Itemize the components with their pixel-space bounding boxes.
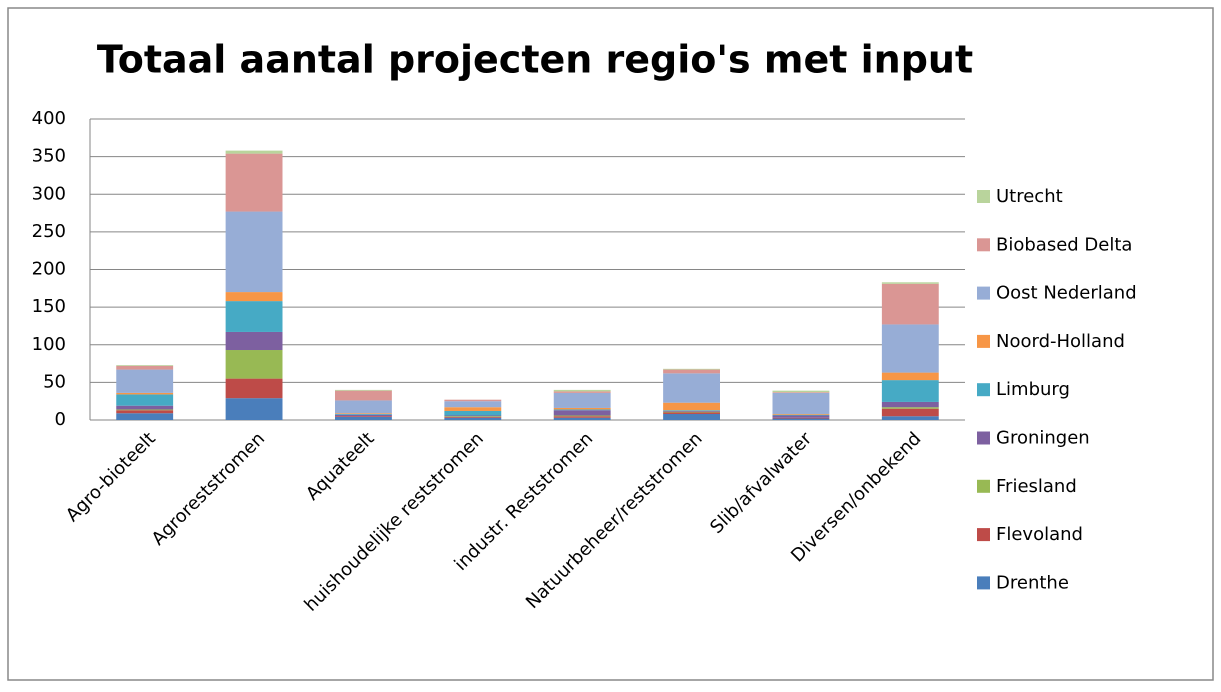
y-tick-label: 350 [32,146,66,167]
legend-swatch [977,528,990,542]
bar-segment [444,417,502,420]
bar-segment [444,399,502,402]
bar-segment [116,392,174,395]
bar-segment [116,365,174,366]
bar-segment [553,392,611,408]
bar-segment [553,417,611,420]
bar-segment [225,331,283,351]
bar-segment [663,410,720,411]
bar-segment [335,414,392,417]
bar-segment [553,409,611,411]
legend-swatch [977,190,990,203]
bar-segment [444,415,502,417]
legend-label: Limburg [996,379,1070,400]
bar-segment [116,369,174,393]
bar-segment [225,301,283,332]
chart-title: Totaal aantal projecten regio's met inpu… [97,38,973,82]
bar-segment [553,391,611,393]
y-tick-label: 250 [32,221,66,242]
bar-segment [663,413,720,420]
bar-segment [225,211,283,293]
bar-segment [772,392,830,414]
bar-segment [772,414,830,416]
y-tick-label: 400 [32,108,66,129]
bar-segment [335,390,392,401]
legend-swatch [977,334,990,348]
bar-segment [663,411,720,413]
y-tick-label: 50 [43,371,66,392]
bar-segment [663,410,720,412]
bar-segment [116,394,174,406]
legend-swatch [977,286,990,300]
bar-segment [116,410,174,414]
bar-segment [335,413,392,415]
bar-segment [663,402,720,411]
bar-segment [663,368,720,370]
bar-segment [335,389,392,391]
legend-label: Groningen [996,428,1090,449]
bar-segment [881,324,939,373]
bar-segment [772,390,830,393]
bar-segment [881,408,939,417]
bar-segment [225,150,283,154]
legend-swatch [977,576,990,590]
legend-label: Friesland [996,476,1077,497]
bar-segment [553,415,611,417]
bar-segment [444,410,502,416]
bar-segment [553,389,611,392]
bar-segment [881,282,939,284]
legend-label: Drenthe [996,572,1069,593]
bar-segment [335,400,392,414]
bar-segment [663,369,720,374]
legend-label: Biobased Delta [996,234,1132,255]
bar-segment [881,283,939,325]
bar-segment [881,416,939,420]
legend-swatch [977,383,990,397]
bar-segment [663,373,720,403]
bar-segment [553,410,611,416]
bar-segment [772,392,830,393]
bar-segment [772,413,830,415]
legend-swatch [977,479,990,493]
bar-segment [772,415,830,418]
bar-segment [881,407,939,409]
legend-label: Oost Nederland [996,283,1137,304]
bar-segment [335,416,392,420]
bar-segment [881,372,939,381]
bar-segment [881,380,939,402]
bar-segment [116,365,174,370]
bar-segment [225,398,283,420]
legend-label: Noord-Holland [996,331,1125,352]
bar-segment [553,416,611,418]
bar-segment [663,412,720,414]
bar-segment [444,407,502,411]
bar-segment [444,416,502,417]
bar-segment [225,292,283,302]
bar-segment [444,401,502,408]
bar-segment [116,405,174,410]
bar-segment [772,418,830,420]
bar-segment [335,416,392,417]
y-tick-label: 0 [55,409,66,430]
bar-segment [225,350,283,379]
bar-segment [772,417,830,419]
y-tick-label: 100 [32,334,66,355]
y-tick-label: 300 [32,183,66,204]
chart-border [7,7,1214,681]
bar-segment [881,401,939,408]
bar-segment [553,407,611,410]
y-tick-label: 200 [32,259,66,280]
y-tick-label: 150 [32,296,66,317]
bar-segment [335,413,392,414]
bar-segment [225,153,283,212]
bar-segment [116,413,174,420]
bar-segment [444,416,502,418]
legend-label: Flevoland [996,524,1083,545]
legend-swatch [977,238,990,252]
bar-segment [225,378,283,399]
legend-label: Utrecht [996,186,1063,207]
bar-segment [116,409,174,411]
legend-swatch [977,431,990,445]
